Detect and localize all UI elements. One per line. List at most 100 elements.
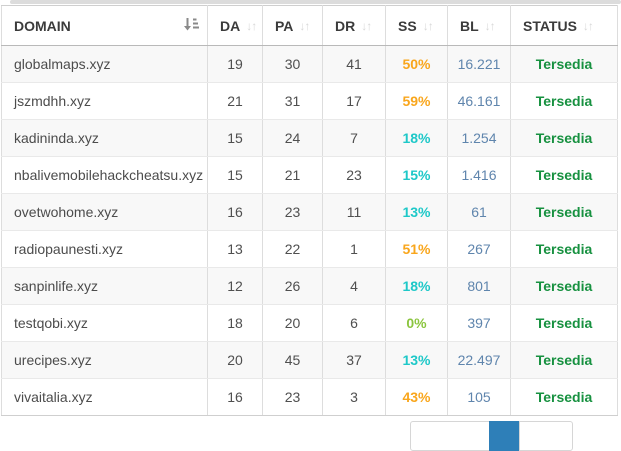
- status-badge-text: Tersedia: [535, 56, 593, 72]
- backlinks-link-text[interactable]: 1.254: [461, 130, 497, 146]
- status-badge-text: Tersedia: [535, 315, 593, 331]
- dr-cell: 6: [322, 304, 386, 342]
- status-badge-text: Tersedia: [535, 389, 593, 405]
- spam-score-cell-text: 15%: [402, 167, 431, 183]
- column-header-bl[interactable]: BL ↓↑: [447, 5, 511, 46]
- domain-cell: ovetwohome.xyz: [1, 193, 208, 231]
- backlinks-link[interactable]: 46.161: [447, 82, 511, 120]
- status-badge-text: Tersedia: [535, 352, 593, 368]
- spam-score-cell: 18%: [385, 119, 448, 157]
- backlinks-link[interactable]: 105: [447, 378, 511, 416]
- table-body: globalmaps.xyz 19 30 41 50% 16.221 Terse…: [1, 45, 618, 416]
- domain-cell-text: vivaitalia.xyz: [14, 389, 93, 405]
- status-badge-text: Tersedia: [535, 130, 593, 146]
- da-cell-text: 12: [227, 278, 243, 294]
- status-badge-text: Tersedia: [535, 241, 593, 257]
- pagination-next-button[interactable]: [519, 421, 573, 451]
- backlinks-link-text[interactable]: 46.161: [457, 93, 501, 109]
- sort-updown-icon[interactable]: ↓↑: [299, 18, 310, 33]
- domain-cell-text: radiopaunesti.xyz: [14, 241, 123, 257]
- pagination-active-page-button[interactable]: [489, 421, 520, 451]
- backlinks-link[interactable]: 61: [447, 193, 511, 231]
- status-badge-text: Tersedia: [535, 204, 593, 220]
- column-label: DR: [335, 17, 356, 34]
- backlinks-link-text[interactable]: 61: [471, 204, 487, 220]
- column-header-domain[interactable]: DOMAIN: [1, 5, 208, 46]
- backlinks-link[interactable]: 1.416: [447, 156, 511, 194]
- spam-score-cell: 15%: [385, 156, 448, 194]
- da-cell-text: 15: [227, 130, 243, 146]
- backlinks-link-text[interactable]: 1.416: [461, 167, 497, 183]
- backlinks-link[interactable]: 1.254: [447, 119, 511, 157]
- sort-updown-icon[interactable]: ↓↑: [484, 18, 496, 33]
- da-cell-text: 20: [227, 352, 243, 368]
- spam-score-cell: 13%: [385, 341, 448, 379]
- da-cell-text: 21: [227, 93, 243, 109]
- column-label: DA: [220, 17, 241, 34]
- da-cell: 12: [207, 267, 263, 305]
- column-header-ss[interactable]: SS ↓↑: [385, 5, 448, 46]
- column-header-pa[interactable]: PA ↓↑: [262, 5, 323, 46]
- dr-cell-text: 1: [350, 241, 358, 257]
- pa-cell: 22: [262, 230, 323, 268]
- backlinks-link-text[interactable]: 22.497: [457, 352, 501, 368]
- backlinks-link-text[interactable]: 397: [467, 315, 491, 331]
- dr-cell: 7: [322, 119, 386, 157]
- pa-cell-text: 21: [284, 167, 301, 183]
- column-label: DOMAIN: [14, 17, 71, 34]
- table-row: urecipes.xyz 20 45 37 13% 22.497 Tersedi…: [1, 341, 618, 379]
- sort-updown-icon[interactable]: ↓↑: [246, 18, 257, 33]
- domain-cell: globalmaps.xyz: [1, 45, 208, 83]
- spam-score-cell-text: 18%: [402, 278, 431, 294]
- spam-score-cell: 59%: [385, 82, 448, 120]
- backlinks-link[interactable]: 801: [447, 267, 511, 305]
- pa-cell: 20: [262, 304, 323, 342]
- dr-cell: 37: [322, 341, 386, 379]
- dr-cell-text: 6: [350, 315, 358, 331]
- domain-cell: jszmdhh.xyz: [1, 82, 208, 120]
- pa-cell-text: 20: [284, 315, 301, 331]
- sort-updown-icon[interactable]: ↓↑: [361, 18, 372, 33]
- column-header-da[interactable]: DA ↓↑: [207, 5, 263, 46]
- column-header-dr[interactable]: DR ↓↑: [322, 5, 386, 46]
- domain-cell: testqobi.xyz: [1, 304, 208, 342]
- da-cell: 15: [207, 119, 263, 157]
- status-badge: Tersedia: [510, 82, 618, 120]
- domain-cell-text: nbalivemobilehackcheatsu.xyz: [14, 167, 204, 183]
- dr-cell: 1: [322, 230, 386, 268]
- spam-score-cell-text: 43%: [402, 389, 431, 405]
- dr-cell-text: 7: [350, 130, 358, 146]
- column-header-status[interactable]: STATUS ↓↑: [510, 5, 618, 46]
- pa-cell-text: 31: [284, 93, 301, 109]
- sort-updown-icon[interactable]: ↓↑: [582, 18, 594, 33]
- header-row: DOMAIN DA ↓↑: [1, 5, 618, 46]
- sort-updown-icon[interactable]: ↓↑: [422, 18, 434, 33]
- spam-score-cell-text: 0%: [406, 315, 427, 331]
- backlinks-link-text[interactable]: 801: [467, 278, 491, 294]
- pagination-prev-button[interactable]: [410, 421, 490, 451]
- spam-score-cell: 51%: [385, 230, 448, 268]
- da-cell-text: 13: [227, 241, 243, 257]
- column-label: BL: [460, 17, 479, 34]
- spam-score-cell-text: 13%: [402, 352, 431, 368]
- status-badge: Tersedia: [510, 378, 618, 416]
- sort-desc-active-icon[interactable]: [184, 17, 200, 34]
- spam-score-cell-text: 50%: [402, 56, 431, 72]
- domain-cell-text: jszmdhh.xyz: [14, 93, 92, 109]
- status-badge: Tersedia: [510, 156, 618, 194]
- column-label: PA: [275, 17, 294, 34]
- table-row: ovetwohome.xyz 16 23 11 13% 61 Tersedia: [1, 193, 618, 231]
- backlinks-link-text[interactable]: 16.221: [457, 56, 501, 72]
- table-row: radiopaunesti.xyz 13 22 1 51% 267 Tersed…: [1, 230, 618, 268]
- pa-cell-text: 45: [284, 352, 301, 368]
- backlinks-link[interactable]: 16.221: [447, 45, 511, 83]
- backlinks-link[interactable]: 397: [447, 304, 511, 342]
- backlinks-link[interactable]: 267: [447, 230, 511, 268]
- backlinks-link-text[interactable]: 267: [467, 241, 491, 257]
- backlinks-link[interactable]: 22.497: [447, 341, 511, 379]
- column-label: SS: [398, 17, 417, 34]
- backlinks-link-text[interactable]: 105: [467, 389, 491, 405]
- pa-cell-text: 26: [284, 278, 301, 294]
- dr-cell-text: 4: [350, 278, 358, 294]
- status-badge: Tersedia: [510, 193, 618, 231]
